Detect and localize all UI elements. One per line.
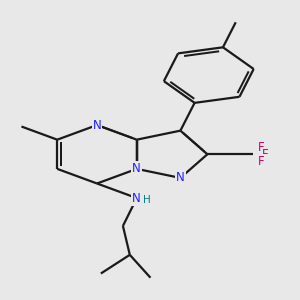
Text: N: N bbox=[132, 192, 141, 205]
Text: N: N bbox=[176, 171, 185, 184]
Text: F: F bbox=[258, 155, 265, 168]
Text: H: H bbox=[143, 195, 151, 205]
Text: N: N bbox=[93, 118, 101, 132]
Text: N: N bbox=[132, 162, 141, 176]
Text: F: F bbox=[262, 148, 268, 161]
Text: F: F bbox=[258, 141, 265, 154]
